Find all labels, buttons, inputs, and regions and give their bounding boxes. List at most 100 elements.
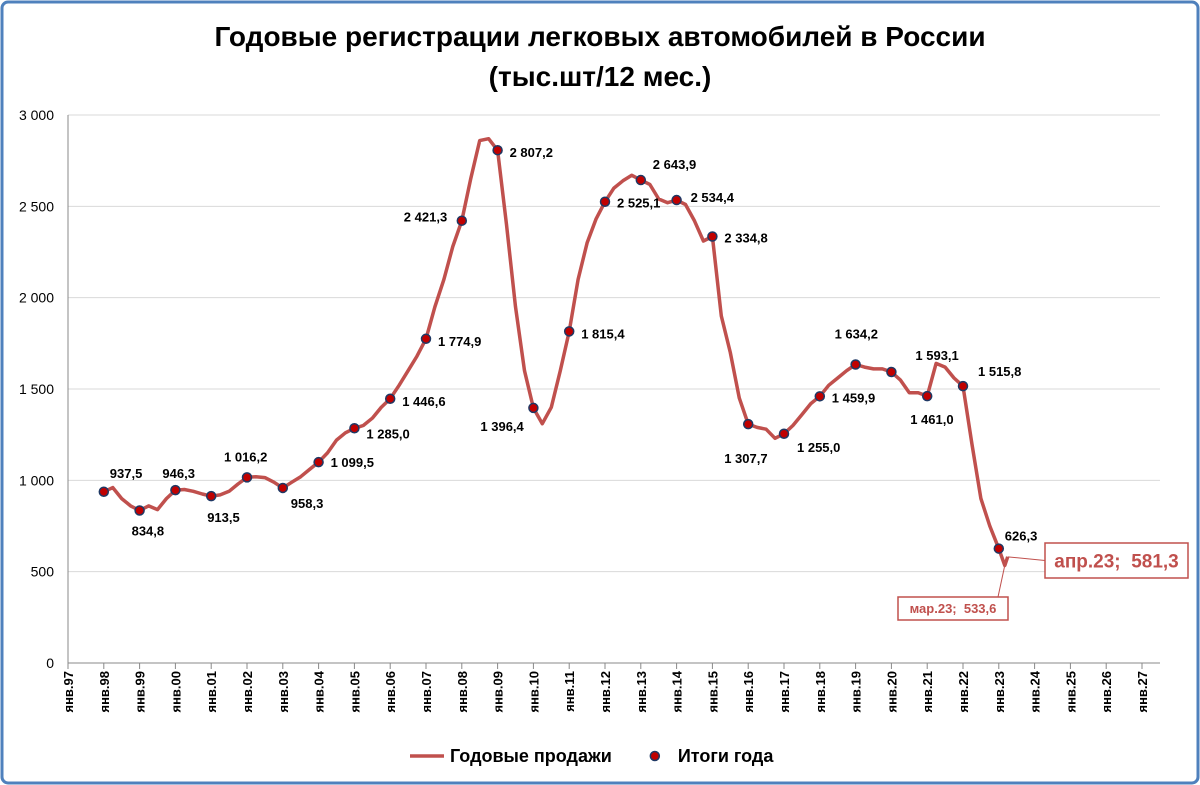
y-tick-label: 1 000 bbox=[19, 472, 54, 488]
data-label: 1 255,0 bbox=[797, 440, 840, 455]
data-label: 1 459,9 bbox=[832, 390, 875, 405]
data-label: 1 593,1 bbox=[915, 348, 958, 363]
x-tick-label: янв.27 bbox=[1135, 671, 1150, 713]
point bbox=[635, 174, 647, 186]
data-label: 958,3 bbox=[291, 496, 324, 511]
point bbox=[671, 194, 682, 206]
x-tick-label: янв.11 bbox=[562, 671, 577, 712]
data-label: 2 525,1 bbox=[617, 196, 660, 211]
data-label: 1 815,4 bbox=[581, 326, 625, 341]
point bbox=[349, 423, 360, 434]
x-tick-label: янв.15 bbox=[705, 671, 720, 713]
y-tick-label: 2 000 bbox=[19, 290, 54, 306]
x-tick-label: янв.24 bbox=[1028, 670, 1043, 712]
callout-box bbox=[1044, 542, 1189, 579]
data-label: 2 807,2 bbox=[510, 145, 553, 160]
x-tick-label: янв.19 bbox=[849, 671, 864, 713]
point bbox=[170, 484, 181, 496]
point bbox=[492, 144, 503, 156]
callout-leader bbox=[997, 565, 1006, 598]
x-tick-label: янв.08 bbox=[455, 671, 470, 713]
point bbox=[563, 326, 575, 337]
point bbox=[778, 428, 790, 440]
data-label: 2 643,9 bbox=[653, 157, 696, 172]
x-tick-label: янв.09 bbox=[491, 671, 506, 713]
data-label: 2 334,8 bbox=[724, 231, 767, 246]
point bbox=[850, 359, 861, 370]
x-tick-label: янв.22 bbox=[956, 671, 971, 713]
annotation: мар.23; 533,6 bbox=[910, 601, 997, 616]
data-label: 937,5 bbox=[110, 466, 143, 481]
x-tick-label: янв.07 bbox=[419, 671, 434, 713]
data-label: 1 515,8 bbox=[978, 364, 1021, 379]
data-label: 1 774,9 bbox=[438, 334, 481, 349]
y-tick-label: 2 500 bbox=[19, 198, 54, 214]
point bbox=[277, 482, 289, 494]
chart-title: Годовые регистрации легковых автомобилей… bbox=[214, 21, 985, 52]
line-series bbox=[103, 136, 1010, 568]
legend-marker bbox=[649, 750, 661, 762]
point bbox=[707, 231, 718, 242]
x-tick-label: янв.25 bbox=[1063, 671, 1078, 713]
x-tick-label: янв.14 bbox=[670, 670, 685, 712]
data-label: 913,5 bbox=[207, 510, 240, 525]
data-label: 626,3 bbox=[1005, 529, 1038, 544]
y-tick-label: 500 bbox=[31, 564, 55, 580]
x-tick-label: янв.01 bbox=[204, 671, 219, 713]
x-tick-label: янв.16 bbox=[741, 671, 756, 713]
data-label: 2 421,3 bbox=[404, 210, 447, 225]
point bbox=[134, 505, 145, 516]
point bbox=[993, 543, 1005, 554]
data-label: 1 461,0 bbox=[910, 412, 953, 427]
y-tick-label: 0 bbox=[46, 655, 54, 671]
x-tick-label: янв.00 bbox=[168, 671, 183, 713]
point bbox=[957, 380, 969, 392]
y-tick-label: 1 500 bbox=[19, 381, 54, 397]
x-tick-label: янв.02 bbox=[240, 671, 255, 713]
point bbox=[313, 456, 324, 468]
x-tick-label: янв.12 bbox=[598, 671, 613, 713]
point bbox=[886, 366, 897, 378]
y-tick-label: 3 000 bbox=[19, 107, 54, 123]
point bbox=[384, 393, 396, 405]
x-tick-label: янв.98 bbox=[97, 671, 112, 713]
point bbox=[205, 490, 217, 502]
x-tick-label: янв.10 bbox=[526, 671, 541, 713]
legend-label: Годовые продажи bbox=[450, 746, 612, 766]
point bbox=[742, 418, 754, 430]
x-tick-label: янв.17 bbox=[777, 671, 792, 713]
x-tick-label: янв.26 bbox=[1099, 671, 1114, 713]
data-label: 946,3 bbox=[162, 466, 195, 481]
x-tick-label: янв.99 bbox=[133, 671, 148, 713]
point bbox=[814, 391, 826, 402]
x-tick-label: янв.04 bbox=[312, 670, 327, 712]
point bbox=[241, 472, 253, 483]
point bbox=[456, 215, 468, 226]
x-tick-label: янв.13 bbox=[634, 671, 649, 713]
point bbox=[599, 196, 611, 207]
data-label: 1 446,6 bbox=[402, 394, 445, 409]
callout-box bbox=[897, 596, 1009, 621]
x-tick-label: янв.21 bbox=[920, 671, 935, 713]
point bbox=[528, 402, 539, 414]
x-tick-label: янв.03 bbox=[276, 671, 291, 713]
data-label: 2 534,4 bbox=[691, 190, 735, 205]
data-label: 1 016,2 bbox=[224, 449, 267, 464]
x-tick-label: янв.06 bbox=[383, 671, 398, 713]
x-tick-label: янв.18 bbox=[813, 671, 828, 713]
annotation: апр.23; 581,3 bbox=[1054, 551, 1179, 572]
point bbox=[98, 486, 110, 497]
x-tick-label: янв.05 bbox=[347, 671, 362, 713]
data-label: 1 307,7 bbox=[724, 451, 767, 466]
data-label: 1 634,2 bbox=[835, 326, 878, 341]
x-tick-label: янв.20 bbox=[884, 671, 899, 713]
point bbox=[420, 333, 432, 345]
data-label: 1 099,5 bbox=[331, 455, 374, 470]
data-label: 1 285,0 bbox=[366, 426, 409, 441]
legend-label: Итоги года bbox=[678, 746, 775, 766]
x-tick-label: янв.97 bbox=[61, 671, 76, 713]
data-label: 834,8 bbox=[132, 524, 165, 539]
point bbox=[921, 390, 933, 402]
